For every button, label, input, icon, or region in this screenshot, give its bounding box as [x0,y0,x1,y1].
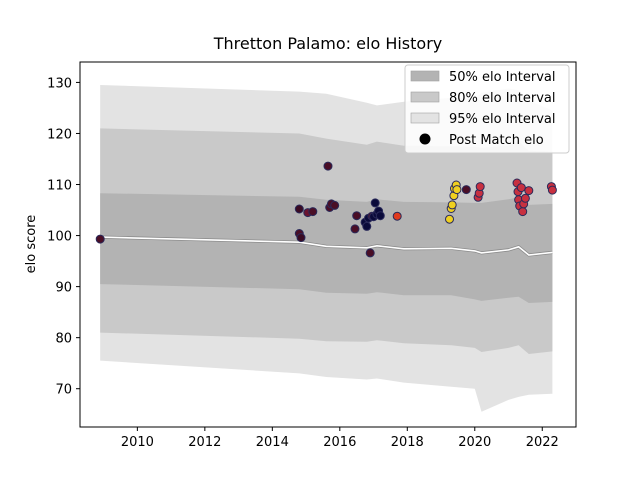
legend-swatch [410,91,440,103]
data-point [352,211,362,221]
data-point [520,193,530,203]
data-point [375,211,385,221]
legend-label: Post Match elo [449,133,544,148]
y-tick-label: 90 [55,281,72,296]
y-tick-label: 70 [55,383,72,398]
y-tick-label: 130 [47,76,72,91]
data-point [516,183,526,193]
data-point [294,204,304,214]
data-point [95,234,105,244]
y-axis-label: elo score [24,215,39,274]
mean-line [100,235,553,257]
legend-box [404,64,570,154]
chart-title: Thretton Palamo: elo History [213,34,442,53]
y-tick-label: 100 [47,230,72,245]
mean-line-center [100,236,553,256]
post-match-points [95,161,557,258]
legend-swatch [410,112,440,124]
data-point [370,198,380,208]
data-point [524,186,534,196]
legend-marker [419,133,431,145]
data-point [362,221,372,231]
data-point [308,207,318,217]
x-tick-label: 2010 [121,435,154,450]
legend-label: 50% elo Interval [449,70,556,85]
x-tick-label: 2012 [188,435,221,450]
band-50-interval [100,193,553,303]
data-point [330,200,340,210]
axes: 2010 2012 2014 2016 2018 2020 2022 70 80 90 100 110… [47,61,577,450]
plot-frame [79,61,577,428]
interval-bands [100,85,553,412]
data-point [392,211,402,221]
data-point [461,185,471,195]
legend: 50% elo Interval 80% elo Interval 95% elo … [404,64,570,154]
data-point [452,185,462,195]
data-point [323,161,333,171]
data-point [296,233,306,243]
data-point [475,182,485,192]
x-tick-label: 2018 [391,435,424,450]
y-tick-label: 120 [47,127,72,142]
data-point [350,224,360,234]
legend-swatch [410,70,440,82]
y-tick-label: 110 [47,179,72,194]
x-tick-label: 2014 [256,435,289,450]
legend-label: 80% elo Interval [449,91,556,106]
data-point [547,185,557,195]
data-point [445,214,454,224]
data-point [365,248,375,258]
data-point [518,207,528,217]
x-tick-label: 2016 [323,435,356,450]
y-tick-label: 80 [55,332,72,347]
legend-label: 95% elo Interval [449,112,556,127]
data-point [447,200,457,210]
x-tick-label: 2020 [458,435,491,450]
x-tick-label: 2022 [526,435,559,450]
